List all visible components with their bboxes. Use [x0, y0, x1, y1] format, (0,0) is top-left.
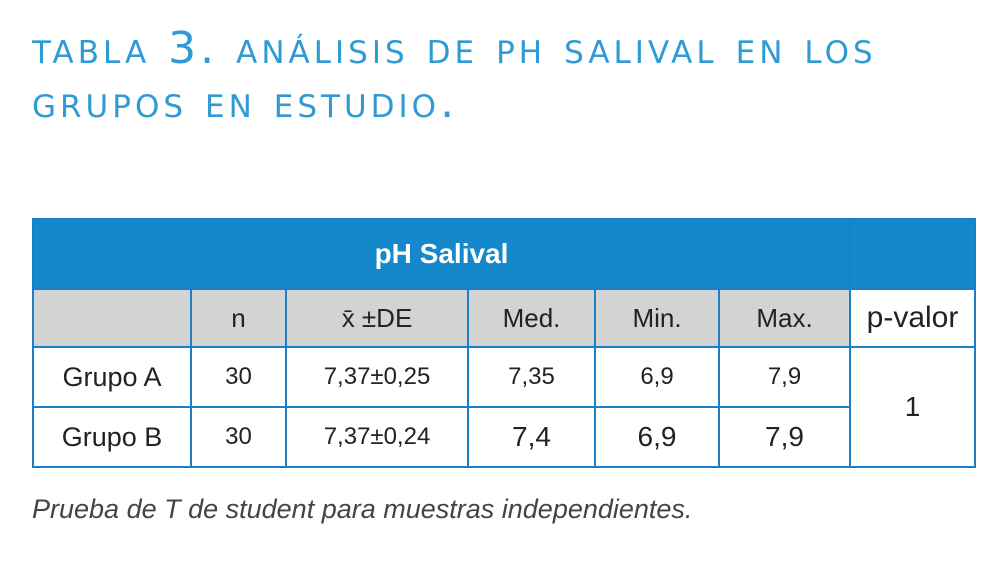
column-header-min: Min. [594, 288, 720, 348]
cell-max: 7,9 [718, 406, 851, 468]
cell-min: 6,9 [594, 346, 720, 408]
column-header-max: Max. [718, 288, 851, 348]
column-header-empty [32, 288, 192, 348]
column-header-n: n [190, 288, 287, 348]
cell-min: 6,9 [594, 406, 720, 468]
column-header-p-value: p-valor [849, 288, 976, 348]
column-header-median: Med. [467, 288, 596, 348]
row-group-label: Grupo B [32, 406, 192, 468]
table-header-empty [850, 218, 976, 290]
column-header-row: n x̄ ±DE Med. Min. Max. p-valor [32, 288, 976, 348]
cell-median: 7,4 [467, 406, 596, 468]
cell-p-value: 1 [849, 346, 976, 468]
table-header-title: pH Salival [32, 218, 851, 290]
cell-max: 7,9 [718, 346, 851, 408]
table-row: Grupo B 30 7,37±0,24 7,4 6,9 7,9 [32, 406, 975, 468]
ph-table: pH Salival n x̄ ±DE Med. Min. Max. p-val… [32, 218, 976, 468]
cell-n: 30 [190, 346, 287, 408]
table-row: Grupo A 30 7,37±0,25 7,35 6,9 7,9 1 [32, 346, 976, 468]
table-header-row: pH Salival [32, 218, 976, 290]
cell-mean-sd: 7,37±0,24 [285, 406, 469, 468]
row-group-label: Grupo A [32, 346, 192, 408]
table-title: Tabla 3. Análisis de pH salival en los g… [32, 23, 877, 128]
table-footnote: Prueba de T de student para muestras ind… [32, 494, 693, 524]
cell-median: 7,35 [467, 346, 596, 408]
cell-mean-sd: 7,37±0,25 [285, 346, 469, 408]
column-header-mean-sd: x̄ ±DE [285, 288, 469, 348]
cell-n: 30 [190, 406, 287, 468]
